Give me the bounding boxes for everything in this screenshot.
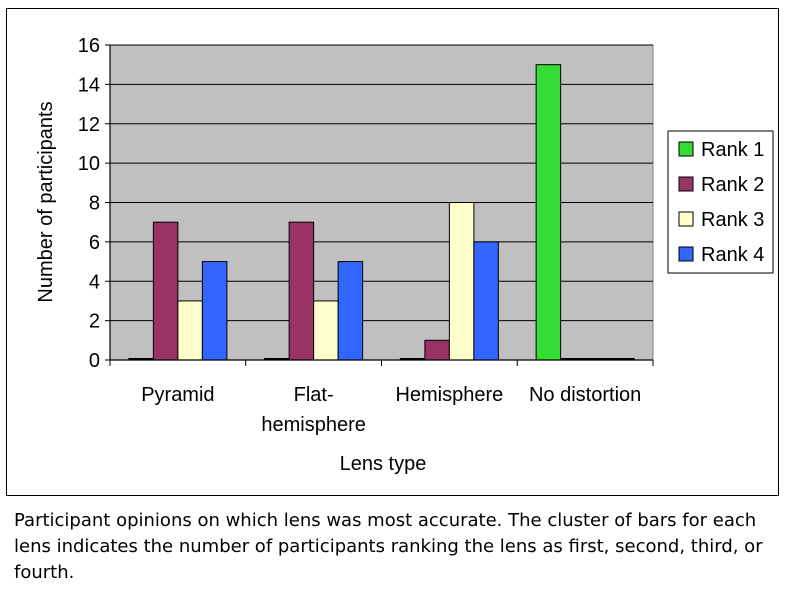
y-tick-label: 4 bbox=[89, 271, 100, 293]
bars bbox=[128, 64, 635, 361]
bar bbox=[424, 339, 450, 361]
x-tick-label: hemisphere bbox=[261, 414, 366, 436]
y-tick-label: 2 bbox=[89, 311, 100, 333]
bar bbox=[448, 202, 475, 361]
legend-label: Rank 1 bbox=[701, 139, 764, 161]
bar bbox=[535, 64, 562, 361]
y-tick-label: 16 bbox=[78, 35, 100, 57]
y-tick-label: 10 bbox=[78, 153, 100, 175]
legend-swatch bbox=[678, 246, 694, 262]
x-tick-label: Pyramid bbox=[141, 384, 214, 406]
bar-chart: 0 2 4 6 8 10 12 14 16 Pyramid Flat-hemisphere Hemi… bbox=[35, 35, 774, 475]
gridlines bbox=[110, 44, 653, 322]
y-tick-label: 14 bbox=[78, 74, 100, 96]
x-axis-label: Lens type bbox=[340, 453, 427, 475]
bar bbox=[177, 300, 203, 361]
legend-label: Rank 2 bbox=[701, 174, 764, 196]
x-tick-label: Hemisphere bbox=[395, 384, 503, 406]
legend-label: Rank 4 bbox=[701, 244, 764, 266]
legend: Rank 1 Rank 2 Rank 3 Rank 4 bbox=[667, 130, 774, 274]
y-tick-label: 6 bbox=[89, 232, 100, 254]
axes bbox=[105, 44, 654, 366]
bar bbox=[473, 241, 499, 361]
x-tick-labels: Pyramid Flat-hemisphere Hemisphere No disto… bbox=[141, 384, 641, 436]
legend-swatch bbox=[678, 211, 694, 227]
bar bbox=[337, 261, 364, 361]
y-tick-labels: 0 2 4 6 8 10 12 14 16 bbox=[78, 35, 100, 372]
legend-label: Rank 3 bbox=[701, 209, 764, 231]
legend-swatch bbox=[678, 176, 694, 192]
y-tick-label: 8 bbox=[89, 193, 100, 215]
bar bbox=[288, 221, 315, 361]
bar bbox=[201, 261, 228, 361]
y-axis-label: Number of participants bbox=[35, 101, 57, 302]
legend-swatch bbox=[678, 141, 694, 157]
bar bbox=[152, 221, 179, 361]
x-tick-label: Flat- bbox=[294, 384, 334, 406]
y-tick-label: 12 bbox=[78, 114, 100, 136]
figure-caption: Participant opinions on which lens was m… bbox=[14, 510, 763, 583]
y-tick-label: 0 bbox=[89, 350, 100, 372]
bar bbox=[313, 300, 339, 361]
x-tick-label: No distortion bbox=[529, 384, 641, 406]
